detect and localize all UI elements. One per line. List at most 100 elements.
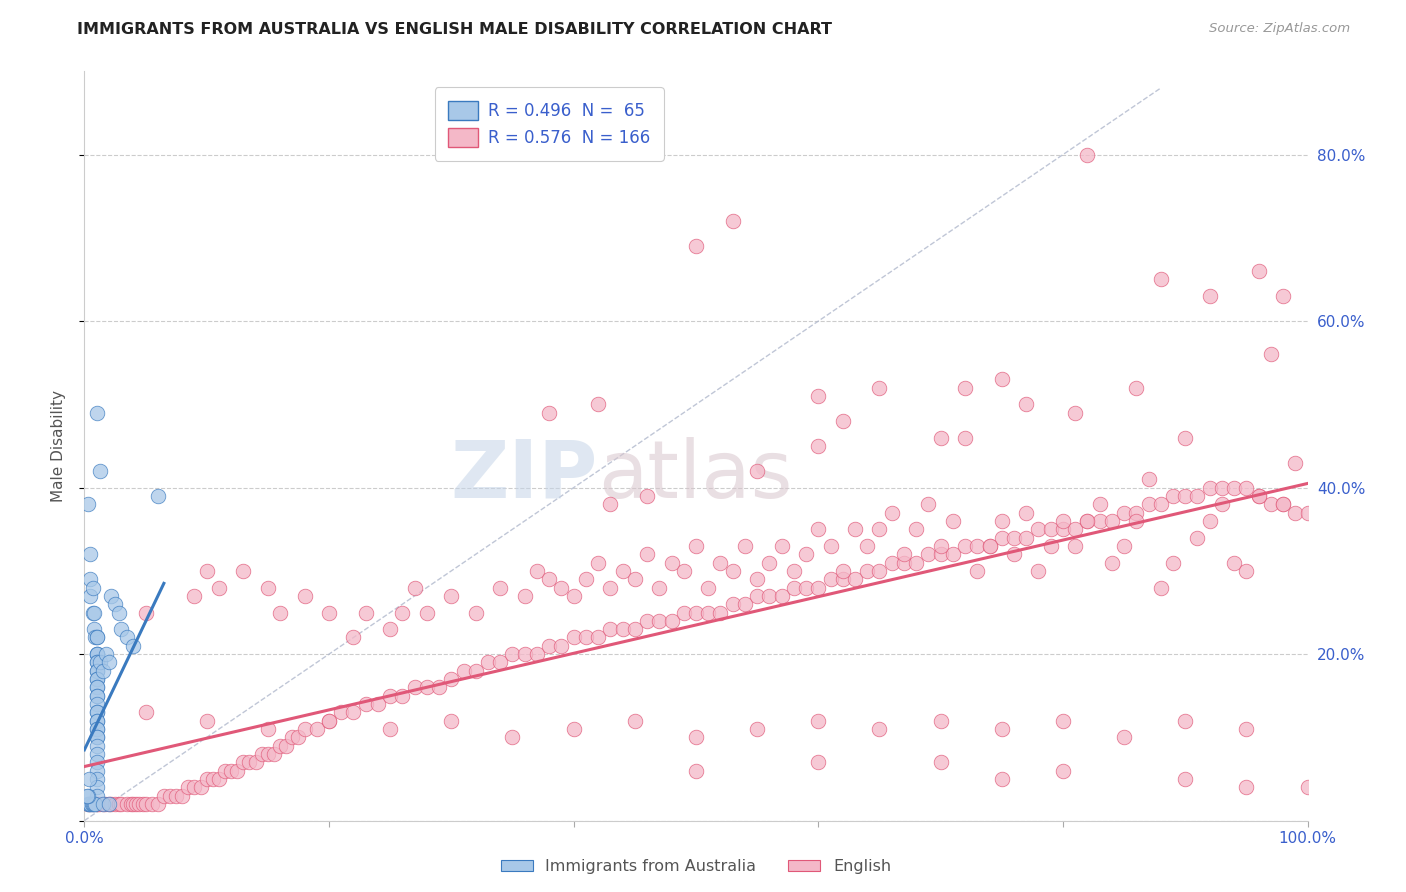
Point <box>905 522 928 536</box>
Point <box>86 681 108 695</box>
Point <box>232 564 254 578</box>
Point <box>1028 564 1050 578</box>
Point <box>1101 514 1123 528</box>
Point <box>807 756 830 770</box>
Point <box>979 539 1001 553</box>
Point <box>89 464 111 478</box>
Point <box>586 556 609 570</box>
Point <box>404 681 426 695</box>
Point <box>586 397 609 411</box>
Point <box>1114 539 1136 553</box>
Point <box>721 597 744 611</box>
Point <box>380 622 402 636</box>
Point <box>844 572 866 586</box>
Point <box>807 389 830 403</box>
Point <box>86 689 108 703</box>
Point <box>257 747 280 761</box>
Point <box>153 789 176 803</box>
Point <box>844 522 866 536</box>
Point <box>550 639 572 653</box>
Point <box>1076 514 1098 528</box>
Point <box>257 581 280 595</box>
Point <box>110 797 132 811</box>
Point <box>648 614 671 628</box>
Point <box>354 697 377 711</box>
Point <box>1174 714 1197 728</box>
Point <box>502 647 524 661</box>
Point <box>172 789 194 803</box>
Point <box>685 539 707 553</box>
Point <box>1284 456 1306 470</box>
Point <box>100 589 122 603</box>
Point <box>107 797 129 811</box>
Point <box>86 747 108 761</box>
Point <box>1161 556 1184 570</box>
Point <box>1150 272 1173 286</box>
Point <box>91 797 114 811</box>
Point <box>83 606 105 620</box>
Point <box>770 589 793 603</box>
Point <box>79 797 101 811</box>
Point <box>257 722 280 736</box>
Point <box>966 539 988 553</box>
Point <box>794 581 817 595</box>
Point <box>831 572 853 586</box>
Point <box>83 797 105 811</box>
Point <box>807 581 830 595</box>
Point <box>86 722 108 736</box>
Point <box>318 606 340 620</box>
Point <box>77 789 100 803</box>
Point <box>721 564 744 578</box>
Point <box>86 780 108 795</box>
Point <box>86 764 108 778</box>
Point <box>86 731 108 745</box>
Point <box>79 572 101 586</box>
Point <box>1015 506 1038 520</box>
Point <box>86 672 108 686</box>
Point <box>526 564 548 578</box>
Point <box>1150 497 1173 511</box>
Point <box>305 722 328 736</box>
Point <box>758 589 780 603</box>
Point <box>86 664 108 678</box>
Point <box>214 764 236 778</box>
Point <box>1052 522 1074 536</box>
Point <box>1114 506 1136 520</box>
Point <box>1272 497 1295 511</box>
Point <box>86 697 108 711</box>
Point <box>979 539 1001 553</box>
Point <box>1064 522 1087 536</box>
Point <box>1125 381 1147 395</box>
Point <box>96 647 118 661</box>
Point <box>84 631 107 645</box>
Point <box>747 464 769 478</box>
Point <box>624 622 647 636</box>
Point <box>538 406 561 420</box>
Point <box>1002 547 1025 561</box>
Point <box>318 714 340 728</box>
Point <box>1187 531 1209 545</box>
Point <box>794 547 817 561</box>
Point <box>132 797 155 811</box>
Point <box>991 372 1014 386</box>
Point <box>1174 489 1197 503</box>
Point <box>1088 497 1111 511</box>
Point <box>1247 489 1270 503</box>
Point <box>905 556 928 570</box>
Point <box>276 739 298 753</box>
Point <box>1260 347 1282 361</box>
Point <box>942 514 965 528</box>
Point <box>79 547 101 561</box>
Point <box>1052 714 1074 728</box>
Point <box>195 564 218 578</box>
Point <box>195 714 218 728</box>
Point <box>1223 556 1246 570</box>
Point <box>538 639 561 653</box>
Point <box>1296 506 1319 520</box>
Point <box>1064 406 1087 420</box>
Point <box>747 572 769 586</box>
Point <box>86 681 108 695</box>
Point <box>807 522 830 536</box>
Point <box>86 706 108 720</box>
Point <box>966 564 988 578</box>
